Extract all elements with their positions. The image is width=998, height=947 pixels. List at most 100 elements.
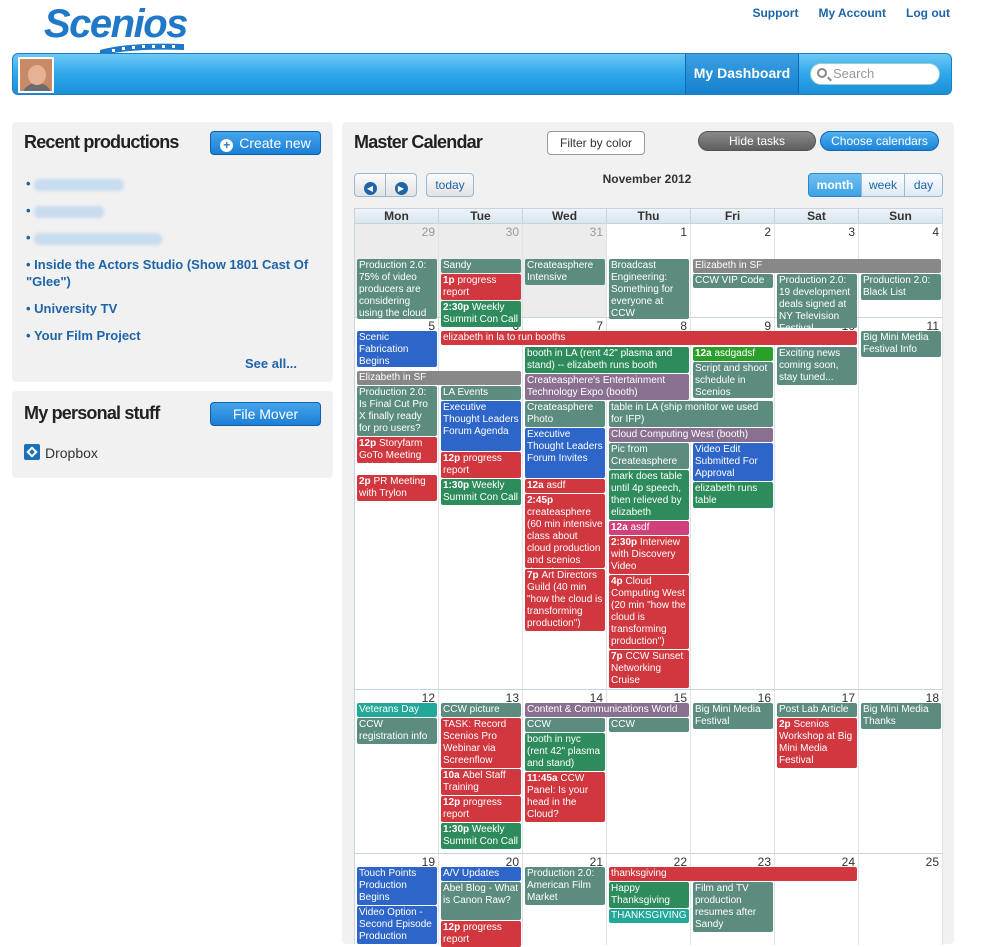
calendar-event[interactable]: Happy Thanksgiving — [609, 882, 689, 908]
calendar-event[interactable]: booth in LA (rent 42" plasma and stand) … — [525, 347, 689, 373]
day-number[interactable]: 25 — [925, 855, 939, 869]
day-cell[interactable]: 17 — [775, 689, 859, 853]
calendar-event[interactable]: 4p Cloud Computing West (20 min "how the… — [609, 575, 689, 649]
calendar-event[interactable]: Broadcast Engineering: Something for eve… — [609, 259, 689, 319]
today-button[interactable]: today — [426, 173, 474, 197]
list-item[interactable]: • — [26, 229, 316, 246]
calendar-event[interactable]: 2p Scenios Workshop at Big Mini Media Fe… — [777, 718, 857, 768]
calendar-event[interactable]: Executive Thought Leaders Forum Invites — [525, 428, 605, 478]
calendar-event[interactable]: Content & Communications World — [525, 703, 689, 717]
calendar-event[interactable]: Film and TV production resumes after San… — [693, 882, 773, 932]
search-input[interactable]: Search — [810, 63, 940, 85]
day-number[interactable]: 17 — [841, 691, 855, 705]
day-cell[interactable]: 18 — [859, 689, 943, 853]
calendar-event[interactable]: 10a Abel Staff Training — [441, 769, 521, 795]
day-cell[interactable]: 14 — [523, 689, 607, 853]
view-week-button[interactable]: week — [861, 173, 905, 197]
day-number[interactable]: 19 — [421, 855, 435, 869]
day-cell[interactable]: 12 — [355, 689, 439, 853]
day-number[interactable]: 21 — [589, 855, 603, 869]
day-cell[interactable]: 16 — [691, 689, 775, 853]
calendar-event[interactable]: 2:30p Interview with Discovery Video — [609, 536, 689, 574]
day-cell[interactable]: 24 — [775, 853, 859, 945]
day-cell[interactable]: 13 — [439, 689, 523, 853]
calendar-event[interactable]: Production 2.0: American Film Market — [525, 867, 605, 905]
calendar-event[interactable]: table in LA (ship monitor we used for IF… — [609, 401, 773, 427]
calendar-event[interactable]: CCW VIP Code — [693, 274, 773, 288]
day-number[interactable]: 18 — [925, 691, 939, 705]
calendar-event[interactable]: 2:30p Weekly Summit Con Call — [441, 301, 521, 327]
calendar-event[interactable]: 2p PR Meeting with Trylon — [357, 475, 437, 501]
calendar-event[interactable]: 2:45p createasphere (60 min intensive cl… — [525, 494, 605, 568]
list-item[interactable]: • — [26, 175, 316, 192]
day-cell[interactable]: 19 — [355, 853, 439, 945]
calendar-event[interactable]: Abel Blog - What is Canon Raw? — [441, 882, 521, 920]
create-new-button[interactable]: + Create new — [210, 131, 321, 155]
calendar-event[interactable]: Touch Points Production Begins — [357, 867, 437, 905]
list-item[interactable]: • University TV — [26, 301, 118, 316]
day-cell[interactable]: 22 — [607, 853, 691, 945]
calendar-event[interactable]: Script and shoot schedule in Scenios — [693, 362, 773, 398]
calendar-event[interactable]: Big Mini Media Thanks — [861, 703, 941, 729]
calendar-event[interactable]: CCW — [609, 718, 689, 732]
calendar-event[interactable]: Pic from Createasphere — [609, 443, 689, 469]
calendar-event[interactable]: Elizabeth in SF — [357, 371, 521, 385]
calendar-event[interactable]: 7p CCW Sunset Networking Cruise — [609, 650, 689, 688]
day-number[interactable]: 23 — [757, 855, 771, 869]
avatar[interactable] — [18, 57, 54, 93]
calendar-event[interactable]: 12a asdf — [525, 479, 605, 493]
day-number[interactable]: 13 — [505, 691, 519, 705]
log-out-link[interactable]: Log out — [906, 6, 950, 20]
calendar-event[interactable]: Production 2.0: 75% of video producers a… — [357, 259, 437, 319]
calendar-event[interactable]: elizabeth in la to run booths — [441, 331, 857, 345]
day-cell[interactable]: 11 — [859, 317, 943, 689]
calendar-event[interactable]: Executive Thought Leaders Forum Agenda — [441, 401, 521, 451]
day-cell[interactable]: 20 — [439, 853, 523, 945]
day-cell[interactable]: 7 — [523, 317, 607, 689]
see-all-link[interactable]: See all... — [245, 356, 298, 371]
day-cell[interactable]: 23 — [691, 853, 775, 945]
day-number[interactable]: 1 — [680, 225, 687, 239]
calendar-event[interactable]: Production 2.0: Black List — [861, 274, 941, 300]
hide-tasks-button[interactable]: Hide tasks — [698, 131, 816, 151]
calendar-event[interactable]: mark does table until 4p speech, then re… — [609, 470, 689, 520]
view-month-button[interactable]: month — [808, 173, 862, 197]
calendar-event[interactable]: Createasphere's Entertainment Technology… — [525, 374, 689, 400]
calendar-event[interactable]: 11:45a CCW Panel: Is your head in the Cl… — [525, 772, 605, 822]
day-cell[interactable]: 15 — [607, 689, 691, 853]
day-number[interactable]: 29 — [421, 225, 435, 239]
my-dashboard-tab[interactable]: My Dashboard — [685, 54, 799, 94]
choose-calendars-button[interactable]: Choose calendars — [820, 131, 939, 151]
day-number[interactable]: 2 — [764, 225, 771, 239]
day-number[interactable]: 31 — [589, 225, 603, 239]
day-number[interactable]: 30 — [505, 225, 519, 239]
calendar-event[interactable]: Scenic Fabrication Begins — [357, 331, 437, 367]
calendar-event[interactable]: CCW — [525, 718, 605, 732]
calendar-event[interactable]: Production 2.0: 19 development deals sig… — [777, 274, 857, 328]
calendar-event[interactable]: Createasphere Photo — [525, 401, 605, 427]
calendar-event[interactable]: 1:30p Weekly Summit Con Call — [441, 479, 521, 505]
day-number[interactable]: 3 — [848, 225, 855, 239]
calendar-event[interactable]: THANKSGIVING — [609, 909, 689, 923]
calendar-event[interactable]: A/V Updates — [441, 867, 521, 881]
day-cell[interactable]: 25 — [859, 853, 943, 945]
list-item[interactable]: • Your Film Project — [26, 328, 141, 343]
calendar-event[interactable]: Sandy — [441, 259, 521, 273]
day-number[interactable]: 15 — [673, 691, 687, 705]
calendar-event[interactable]: Veterans Day — [357, 703, 437, 717]
calendar-event[interactable]: CCW registration info — [357, 718, 437, 744]
next-month-button[interactable]: ▶ — [385, 173, 417, 197]
day-number[interactable]: 7 — [596, 319, 603, 333]
calendar-event[interactable]: 12p progress report — [441, 796, 521, 822]
calendar-event[interactable]: Video Option - Second Episode Production — [357, 906, 437, 944]
day-number[interactable]: 14 — [589, 691, 603, 705]
prev-month-button[interactable]: ◀ — [354, 173, 386, 197]
support-link[interactable]: Support — [752, 6, 799, 20]
dropbox-link[interactable]: Dropbox — [45, 445, 98, 461]
calendar-event[interactable]: thanksgiving — [609, 867, 857, 881]
calendar-event[interactable]: Production 2.0: Is Final Cut Pro X final… — [357, 386, 437, 436]
calendar-event[interactable]: 12p Storyfarm GoTo Meeting with Chris — [357, 437, 437, 463]
calendar-event[interactable]: Post Lab Article — [777, 703, 857, 717]
day-cell[interactable]: 4 — [859, 223, 943, 317]
calendar-event[interactable]: Cloud Computing West (booth) — [609, 428, 773, 442]
